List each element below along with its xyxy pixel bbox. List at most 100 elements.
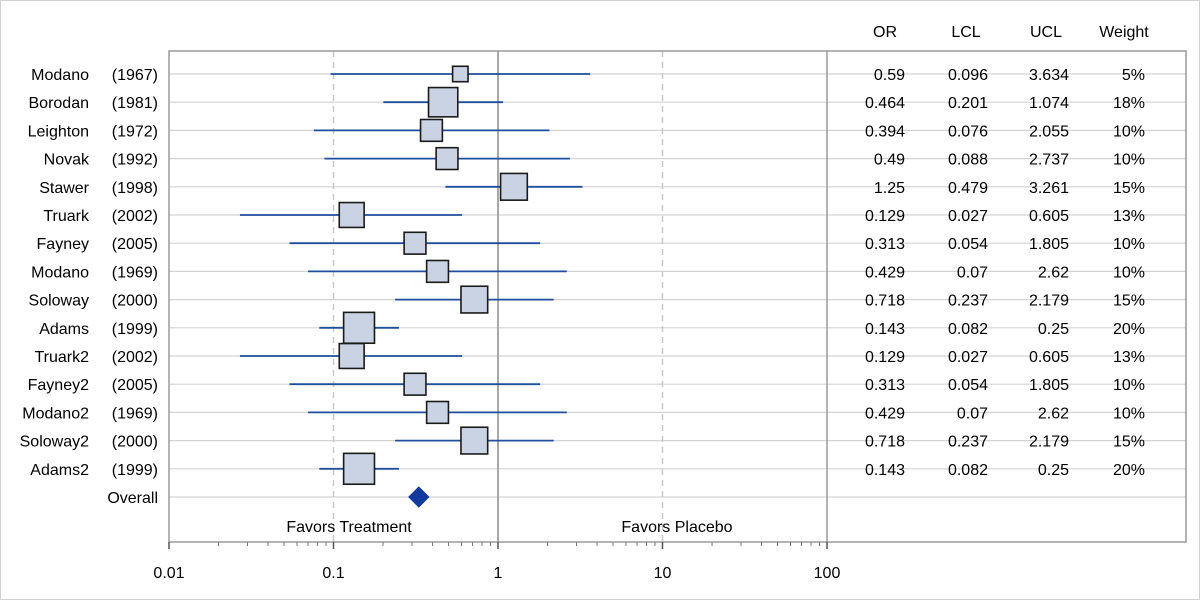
study-name: Borodan: [29, 95, 90, 112]
study-year: (2005): [112, 236, 158, 253]
study-year: (2005): [112, 377, 158, 394]
ucl-value: 3.261: [1029, 180, 1069, 197]
study-year: (1969): [112, 405, 158, 422]
ucl-value: 1.805: [1029, 236, 1069, 253]
x-tick-label: 0.1: [322, 565, 344, 582]
plot-border: [168, 50, 1187, 543]
ucl-value: 1.805: [1029, 377, 1069, 394]
study-year: (2002): [112, 349, 158, 366]
or-value: 0.129: [865, 208, 905, 225]
study-name: Soloway2: [20, 434, 89, 451]
study-name: Novak: [44, 152, 90, 169]
or-value: 0.59: [874, 67, 905, 84]
ucl-value: 2.62: [1038, 264, 1069, 281]
weight-value: 15%: [1113, 180, 1145, 197]
study-name: Stawer: [39, 180, 89, 197]
odds-ratio-box: [499, 172, 529, 201]
lcl-value: 0.201: [948, 95, 988, 112]
or-value: 0.464: [865, 95, 905, 112]
ucl-value: 2.62: [1038, 405, 1069, 422]
study-name: Truark2: [34, 349, 89, 366]
weight-value: 10%: [1113, 264, 1145, 281]
table-header-or: OR: [873, 24, 897, 41]
study-year: (1972): [112, 123, 158, 140]
ucl-value: 2.737: [1029, 152, 1069, 169]
study-year: (1992): [112, 152, 158, 169]
table-header-ucl: UCL: [1030, 24, 1062, 41]
lcl-value: 0.07: [957, 405, 988, 422]
odds-ratio-box: [403, 231, 427, 255]
odds-ratio-box: [342, 452, 376, 486]
lcl-value: 0.027: [948, 349, 988, 366]
study-year: (2002): [112, 208, 158, 225]
odds-ratio-box: [460, 285, 489, 314]
weight-value: 10%: [1113, 405, 1145, 422]
odds-ratio-box: [425, 400, 450, 425]
weight-value: 10%: [1113, 123, 1145, 140]
overall-estimate-diamond: [408, 486, 430, 508]
study-name: Modano2: [22, 405, 89, 422]
x-tick-label: 10: [654, 565, 672, 582]
lcl-value: 0.07: [957, 264, 988, 281]
table-header-weight: Weight: [1099, 24, 1149, 41]
or-value: 0.143: [865, 462, 905, 479]
lcl-value: 0.088: [948, 152, 988, 169]
ucl-value: 0.605: [1029, 349, 1069, 366]
x-tick-label: 0.01: [153, 565, 184, 582]
lcl-value: 0.237: [948, 293, 988, 310]
or-value: 0.49: [874, 152, 905, 169]
study-name: Modano: [31, 264, 89, 281]
study-name: Truark: [43, 208, 90, 225]
odds-ratio-box: [435, 146, 459, 171]
weight-value: 15%: [1113, 293, 1145, 310]
weight-value: 10%: [1113, 236, 1145, 253]
lcl-value: 0.237: [948, 434, 988, 451]
weight-value: 13%: [1113, 208, 1145, 225]
weight-value: 15%: [1113, 434, 1145, 451]
study-name: Leighton: [28, 123, 89, 140]
weight-value: 5%: [1122, 67, 1145, 84]
odds-ratio-box: [338, 201, 365, 229]
study-name: Soloway: [29, 293, 89, 310]
overall-label: Overall: [107, 490, 158, 507]
or-value: 0.143: [865, 321, 905, 338]
or-value: 0.313: [865, 377, 905, 394]
lcl-value: 0.054: [948, 236, 988, 253]
favors-treatment-label: Favors Treatment: [286, 519, 412, 536]
weight-value: 10%: [1113, 377, 1145, 394]
table-header-lcl: LCL: [951, 24, 980, 41]
odds-ratio-box: [403, 372, 427, 396]
odds-ratio-box: [419, 118, 444, 143]
odds-ratio-box: [451, 65, 469, 83]
ucl-value: 0.605: [1029, 208, 1069, 225]
odds-ratio-box: [425, 259, 450, 284]
lcl-value: 0.027: [948, 208, 988, 225]
study-name: Fayney2: [28, 377, 89, 394]
lcl-value: 0.096: [948, 67, 988, 84]
ucl-value: 3.634: [1029, 67, 1069, 84]
study-year: (2000): [112, 293, 158, 310]
x-tick-label: 100: [814, 565, 841, 582]
or-value: 0.313: [865, 236, 905, 253]
or-value: 0.394: [865, 123, 905, 140]
study-year: (1981): [112, 95, 158, 112]
study-name: Adams: [39, 321, 89, 338]
x-tick-label: 1: [494, 565, 503, 582]
study-year: (1999): [112, 321, 158, 338]
weight-value: 20%: [1113, 321, 1145, 338]
or-value: 0.129: [865, 349, 905, 366]
study-name: Fayney: [37, 236, 89, 253]
study-name: Modano: [31, 67, 89, 84]
or-value: 0.718: [865, 293, 905, 310]
ucl-value: 2.179: [1029, 434, 1069, 451]
ucl-value: 2.055: [1029, 123, 1069, 140]
favors-placebo-label: Favors Placebo: [621, 519, 732, 536]
weight-value: 18%: [1113, 95, 1145, 112]
study-year: (2000): [112, 434, 158, 451]
study-year: (1999): [112, 462, 158, 479]
study-year: (1969): [112, 264, 158, 281]
ucl-value: 0.25: [1038, 462, 1069, 479]
study-name: Adams2: [30, 462, 89, 479]
weight-value: 13%: [1113, 349, 1145, 366]
